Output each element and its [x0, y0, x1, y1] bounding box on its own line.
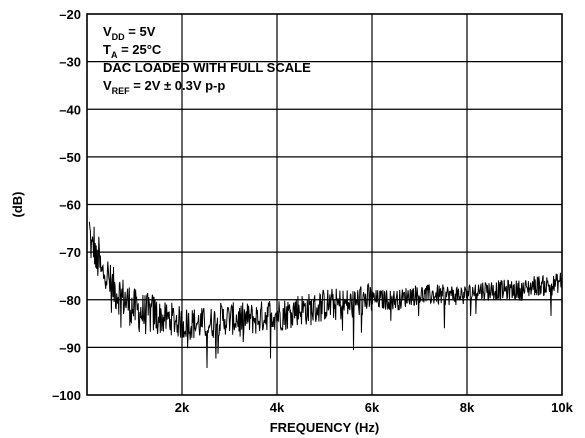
y-tick-label: –40	[59, 102, 81, 117]
x-tick-label: 8k	[460, 400, 475, 415]
annotation-line: VREF = 2V ± 0.3V p-p	[103, 78, 225, 96]
annotation-line: TA = 25°C	[103, 42, 162, 60]
x-tick-label: 2k	[175, 400, 190, 415]
y-tick-label: –30	[59, 55, 81, 70]
y-tick-label: –50	[59, 150, 81, 165]
annotation-line: DAC LOADED WITH FULL SCALE	[103, 60, 311, 75]
x-tick-label: 10k	[551, 400, 573, 415]
grid	[87, 14, 562, 395]
plot-frame	[86, 13, 563, 396]
x-axis-label: FREQUENCY (Hz)	[270, 420, 380, 435]
y-tick-label: –70	[59, 245, 81, 260]
y-tick-label: –100	[52, 388, 81, 403]
x-tick-label: 6k	[365, 400, 380, 415]
y-axis-label: (dB)	[10, 192, 25, 218]
y-tick-label: –60	[59, 198, 81, 213]
y-tick-label: –20	[59, 7, 81, 22]
noise-trace-line	[88, 221, 563, 369]
x-axis-ticks: 2k 4k 6k 8k 10k	[175, 400, 574, 415]
y-tick-label: –90	[59, 340, 81, 355]
annotation-line: VDD = 5V	[103, 24, 156, 42]
y-axis-ticks: –20 –30 –40 –50 –60 –70 –80 –90 –100	[52, 7, 81, 403]
x-tick-label: 4k	[270, 400, 285, 415]
y-tick-label: –80	[59, 293, 81, 308]
series-layer	[88, 221, 563, 369]
